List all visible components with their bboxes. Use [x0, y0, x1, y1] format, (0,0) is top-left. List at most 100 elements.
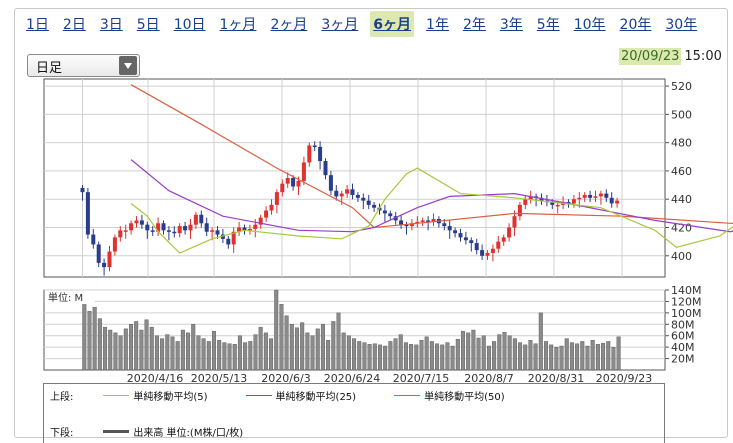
candle-body: [555, 204, 560, 207]
volume-bar: [284, 315, 289, 371]
volume-tick-label-6: 20M: [671, 353, 695, 366]
candle-body: [523, 199, 528, 205]
candle-body: [215, 230, 220, 235]
tab-8[interactable]: 6ヶ月: [370, 11, 415, 37]
x-tick-label-1: 2020/5/13: [191, 372, 247, 385]
candle-body: [420, 220, 425, 222]
volume-bar: [554, 346, 559, 371]
x-tick-label-2: 2020/6/3: [261, 372, 310, 385]
volume-bar: [243, 342, 248, 371]
volume-tick-label-2: 100M: [671, 307, 702, 320]
volume-bar: [601, 342, 606, 371]
candle-body: [134, 220, 139, 224]
candle-body: [431, 219, 436, 222]
tab-6[interactable]: 2ヶ月: [270, 17, 308, 33]
price-tick-label-3: 460: [671, 165, 692, 178]
volume-bar: [279, 304, 284, 371]
volume-bar: [274, 289, 279, 371]
volume-bar: [341, 332, 346, 371]
volume-bar: [232, 344, 237, 371]
candle-body: [366, 200, 371, 205]
volume-bar: [357, 341, 362, 371]
candle-body: [350, 189, 355, 195]
volume-bar: [92, 306, 97, 371]
candle-body: [339, 193, 344, 197]
period-select-value: 日足: [36, 61, 63, 76]
volume-bar: [201, 338, 206, 371]
candle-body: [490, 248, 495, 253]
candle-body: [458, 233, 463, 238]
candle-body: [469, 240, 474, 244]
x-tick-label-4: 2020/7/15: [393, 372, 449, 385]
candle-body: [485, 252, 490, 256]
tab-13[interactable]: 10年: [573, 17, 606, 33]
candle-body: [517, 204, 522, 217]
candle-body: [318, 146, 323, 162]
volume-bar: [103, 326, 108, 371]
ma50-swatch: [394, 395, 421, 396]
tab-10[interactable]: 2年: [462, 17, 486, 33]
candle-body: [550, 202, 555, 205]
candle-body: [372, 204, 377, 208]
candle-body: [280, 183, 285, 193]
volume-bar: [585, 345, 590, 371]
candle-body: [593, 196, 598, 198]
volume-bar: [502, 332, 507, 371]
volume-bar: [289, 324, 294, 371]
volume-bar: [258, 326, 263, 371]
tab-3[interactable]: 5日: [136, 17, 160, 33]
legend-lower-row: 下段: 出来高 単位:(M株/口/枚): [50, 424, 243, 439]
tab-15[interactable]: 30年: [665, 17, 698, 33]
tab-14[interactable]: 20年: [619, 17, 652, 33]
volume-bar: [403, 342, 408, 371]
volume-bar: [388, 341, 393, 371]
volume-unit-bg: [45, 291, 95, 304]
volume-bar: [409, 344, 414, 371]
volume-bar: [564, 338, 569, 371]
volume-bar: [82, 298, 87, 371]
tab-7[interactable]: 3ヶ月: [321, 17, 359, 33]
candle-body: [382, 210, 387, 214]
candle-body: [161, 223, 166, 231]
volume-bar: [315, 328, 320, 371]
volume-tick-label-3: 80M: [671, 318, 695, 331]
volume-bar: [575, 343, 580, 371]
tab-2[interactable]: 3日: [99, 17, 123, 33]
candle-body: [480, 250, 485, 256]
chevron-down-icon[interactable]: [119, 56, 137, 75]
candle-body: [172, 231, 177, 234]
candle-body: [604, 193, 609, 198]
candle-body: [199, 214, 204, 224]
volume-bar: [253, 334, 258, 371]
tab-1[interactable]: 2日: [62, 17, 86, 33]
last-update-timestamp: 20/09/23 15:00: [619, 48, 722, 65]
candle-body: [496, 241, 501, 249]
tab-12[interactable]: 5年: [536, 17, 560, 33]
legend-volume: 出来高 単位:(M株/口/枚): [133, 428, 244, 439]
volume-bar: [346, 335, 351, 371]
legend-ma5: 単純移動平均(5): [133, 392, 208, 403]
volume-bar: [123, 328, 128, 371]
tab-5[interactable]: 1ヶ月: [219, 17, 257, 33]
x-tick-label-7: 2020/9/23: [596, 372, 652, 385]
tab-11[interactable]: 3年: [499, 17, 523, 33]
volume-bar: [611, 346, 616, 371]
price-tick-label-6: 400: [671, 250, 692, 263]
volume-bar: [320, 324, 325, 371]
volume-tick-label-1: 120M: [671, 295, 702, 308]
candle-body: [193, 214, 198, 225]
period-select[interactable]: 日足: [27, 54, 140, 77]
candle-body: [220, 234, 225, 239]
candle-body: [183, 226, 188, 231]
candle-body: [112, 237, 117, 252]
tab-0[interactable]: 1日: [26, 17, 49, 33]
tab-9[interactable]: 1年: [426, 17, 449, 33]
volume-bar: [134, 321, 139, 371]
volume-bar: [429, 341, 434, 371]
candle-body: [285, 178, 290, 184]
tab-4[interactable]: 10日: [173, 17, 206, 33]
volume-bar: [128, 324, 133, 371]
volume-bar: [481, 335, 486, 371]
candle-body: [129, 223, 134, 231]
volume-bar: [294, 327, 299, 371]
